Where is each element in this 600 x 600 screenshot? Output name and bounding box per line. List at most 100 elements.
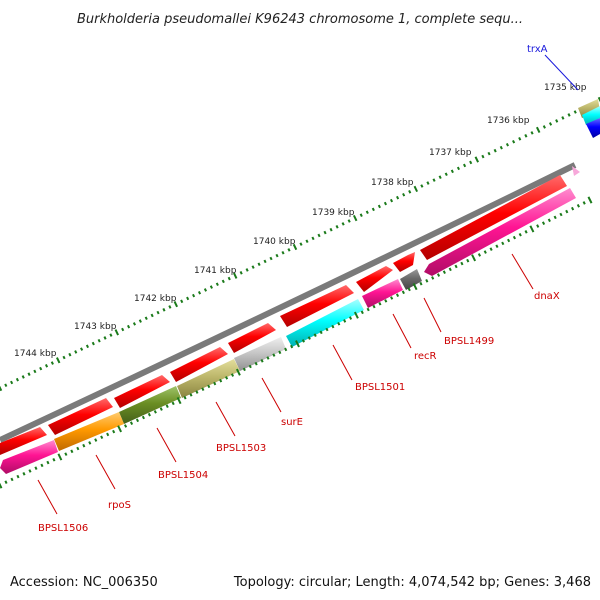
minor-tick xyxy=(239,271,243,275)
minor-tick xyxy=(207,384,211,389)
cds-pink-small[interactable] xyxy=(572,166,580,176)
minor-tick xyxy=(141,415,145,420)
minor-tick xyxy=(165,404,169,408)
minor-tick xyxy=(425,279,429,283)
cds-BPSL1506[interactable] xyxy=(0,440,58,474)
major-tick xyxy=(587,196,593,204)
minor-tick xyxy=(389,198,394,203)
gene-label-surE[interactable]: surE xyxy=(281,417,303,428)
minor-tick xyxy=(301,339,305,343)
reverse-strand-genes xyxy=(0,188,576,474)
minor-tick xyxy=(456,166,461,171)
minor-tick xyxy=(64,452,68,456)
minor-tick xyxy=(466,258,470,263)
minor-tick xyxy=(168,305,172,309)
minor-tick xyxy=(450,169,454,174)
cds-arrow[interactable] xyxy=(48,398,113,435)
gene-label-dnaX[interactable]: dnaX xyxy=(534,291,560,302)
minor-tick xyxy=(52,457,56,462)
minor-tick xyxy=(518,137,522,141)
minor-tick xyxy=(278,350,282,355)
minor-tick xyxy=(227,276,231,281)
minor-tick xyxy=(359,213,363,217)
minor-tick xyxy=(197,290,202,295)
minor-tick xyxy=(481,154,485,159)
cds-surE[interactable] xyxy=(234,337,286,371)
cds-arrow[interactable] xyxy=(420,175,567,260)
minor-tick xyxy=(536,224,540,228)
cds-arrow[interactable] xyxy=(228,323,276,353)
tick-label-1743: 1743 kbp xyxy=(74,322,117,332)
minor-tick xyxy=(192,293,196,298)
cds-BPSL1503[interactable] xyxy=(177,359,240,398)
minor-tick xyxy=(22,472,26,476)
gene-label-BPSL1506[interactable]: BPSL1506 xyxy=(38,523,88,534)
gene-labels: trxA dnaX BPSL1499 recR BPSL1501 surE BP… xyxy=(37,44,579,534)
minor-tick xyxy=(97,338,101,343)
major-tick xyxy=(413,185,419,193)
cds-trxA[interactable] xyxy=(586,118,600,138)
cds-khaki-small[interactable] xyxy=(578,99,600,118)
gene-label-recR[interactable]: recR xyxy=(414,351,437,362)
cds-BPSL1501[interactable] xyxy=(286,299,364,347)
cds-arrow[interactable] xyxy=(356,266,393,292)
cds-arrow[interactable] xyxy=(280,285,354,327)
minor-tick xyxy=(189,393,193,397)
cds-BPSL1504[interactable] xyxy=(119,386,181,424)
minor-tick xyxy=(225,376,229,380)
cds-recR[interactable] xyxy=(362,279,403,308)
minor-tick xyxy=(325,327,329,332)
cds-arrow[interactable] xyxy=(393,252,415,272)
gene-label-BPSL1503[interactable]: BPSL1503 xyxy=(216,443,266,454)
minor-tick xyxy=(323,230,327,235)
minor-tick xyxy=(15,377,19,382)
minor-tick xyxy=(542,125,546,129)
minor-tick xyxy=(512,235,516,240)
minor-tick xyxy=(311,236,315,241)
minor-tick xyxy=(4,480,8,484)
gene-label-BPSL1501[interactable]: BPSL1501 xyxy=(355,382,405,393)
minor-tick xyxy=(567,113,571,117)
minor-tick xyxy=(431,276,435,280)
minor-tick xyxy=(319,330,323,335)
minor-tick xyxy=(335,224,339,229)
major-tick xyxy=(173,300,178,308)
gene-label-BPSL1499[interactable]: BPSL1499 xyxy=(444,336,494,347)
minor-tick xyxy=(50,361,54,365)
minor-tick xyxy=(129,421,134,425)
minor-tick xyxy=(284,347,288,352)
gene-label-trxA[interactable]: trxA xyxy=(527,44,548,55)
major-tick xyxy=(412,282,418,291)
BPSL1504-leader xyxy=(156,427,177,463)
minor-tick xyxy=(257,262,261,267)
minor-tick xyxy=(383,201,388,206)
gene-label-rpoS[interactable]: rpoS xyxy=(108,500,131,511)
minor-tick xyxy=(180,299,184,304)
cds-arrow[interactable] xyxy=(0,427,47,455)
minor-tick xyxy=(287,248,291,252)
minor-tick xyxy=(365,210,369,215)
position-tick-ring xyxy=(0,96,600,392)
BPSL1506-leader xyxy=(37,479,58,515)
cds-arrow[interactable] xyxy=(170,347,228,382)
minor-tick xyxy=(384,299,388,303)
major-tick xyxy=(352,214,358,222)
minor-tick xyxy=(70,449,74,454)
minor-tick xyxy=(341,222,345,226)
cds-rpoS[interactable] xyxy=(54,412,124,451)
major-tick xyxy=(597,96,600,103)
minor-tick xyxy=(103,336,107,340)
cds-dnaX[interactable] xyxy=(424,188,576,276)
minor-tick xyxy=(290,344,294,349)
minor-tick xyxy=(524,134,528,138)
minor-tick xyxy=(242,367,246,372)
gene-label-BPSL1504[interactable]: BPSL1504 xyxy=(158,470,208,481)
cds-BPSL1499[interactable] xyxy=(400,269,422,290)
tick-label-1741: 1741 kbp xyxy=(194,266,237,276)
cds-arrow[interactable] xyxy=(114,375,170,408)
major-tick xyxy=(233,272,238,279)
minor-tick xyxy=(144,316,148,321)
minor-tick xyxy=(419,281,423,286)
minor-tick xyxy=(74,350,78,354)
